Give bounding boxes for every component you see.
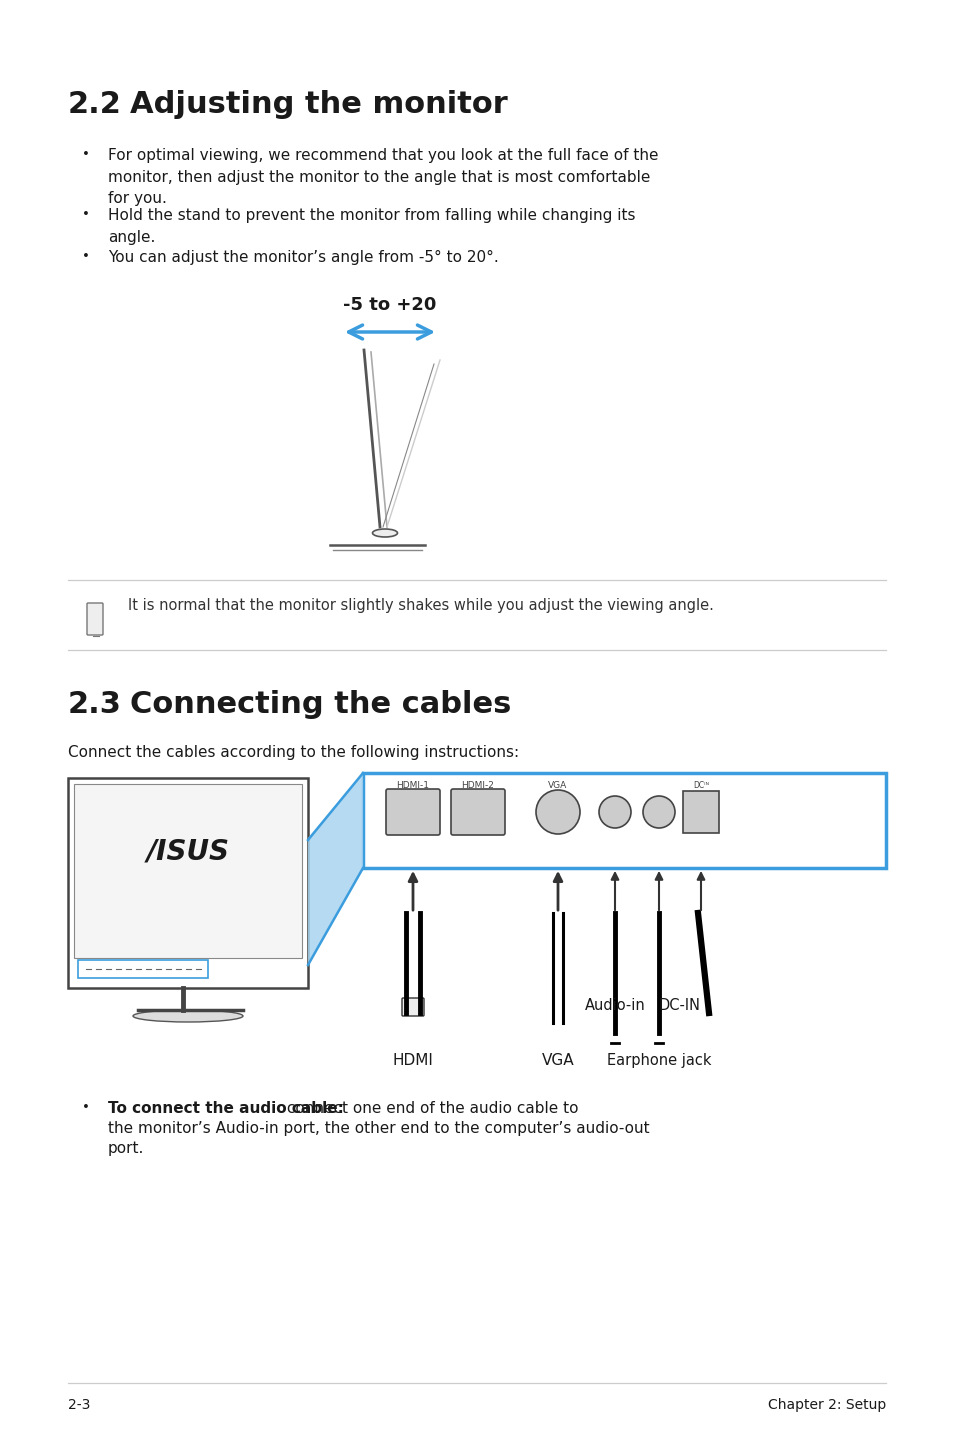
Text: DC-IN: DC-IN [659, 998, 700, 1012]
Text: Chapter 2: Setup: Chapter 2: Setup [767, 1398, 885, 1412]
Text: Earphone jack: Earphone jack [606, 1053, 711, 1068]
Text: 2.3: 2.3 [68, 690, 122, 719]
Text: It is normal that the monitor slightly shakes while you adjust the viewing angle: It is normal that the monitor slightly s… [128, 598, 713, 613]
Ellipse shape [372, 529, 397, 536]
Text: Connecting the cables: Connecting the cables [130, 690, 511, 719]
Text: the monitor’s Audio-in port, the other end to the computer’s audio-out: the monitor’s Audio-in port, the other e… [108, 1122, 649, 1136]
Text: VGA: VGA [548, 781, 567, 789]
Text: Connect the cables according to the following instructions:: Connect the cables according to the foll… [68, 745, 518, 761]
Text: •: • [82, 148, 90, 161]
FancyBboxPatch shape [87, 603, 103, 636]
Text: 2-3: 2-3 [68, 1398, 91, 1412]
Text: For optimal viewing, we recommend that you look at the full face of the
monitor,: For optimal viewing, we recommend that y… [108, 148, 658, 206]
Text: Hold the stand to prevent the monitor from falling while changing its
angle.: Hold the stand to prevent the monitor fr… [108, 209, 635, 244]
Bar [682, 791, 719, 833]
FancyBboxPatch shape [401, 998, 423, 1017]
Text: •: • [82, 250, 90, 263]
Text: •: • [82, 1102, 90, 1114]
Text: connect one end of the audio cable to: connect one end of the audio cable to [282, 1102, 578, 1116]
Text: 2.2: 2.2 [68, 91, 122, 119]
Circle shape [536, 789, 579, 834]
Ellipse shape [132, 1009, 243, 1022]
Bar [68, 778, 308, 988]
Text: You can adjust the monitor’s angle from -5° to 20°.: You can adjust the monitor’s angle from … [108, 250, 498, 265]
Polygon shape [308, 774, 363, 965]
Text: •: • [82, 209, 90, 221]
Text: DCᴵᴺ: DCᴵᴺ [692, 781, 708, 789]
Text: Adjusting the monitor: Adjusting the monitor [130, 91, 507, 119]
Text: /ISUS: /ISUS [147, 837, 230, 866]
Text: HDMI-1: HDMI-1 [396, 781, 429, 789]
Circle shape [598, 797, 630, 828]
Text: To connect the audio cable:: To connect the audio cable: [108, 1102, 343, 1116]
Text: HDMI: HDMI [392, 1053, 433, 1068]
FancyBboxPatch shape [451, 789, 504, 835]
FancyBboxPatch shape [386, 789, 439, 835]
Text: VGA: VGA [541, 1053, 574, 1068]
Text: HDMI-2: HDMI-2 [461, 781, 494, 789]
Bar [74, 784, 302, 958]
Bar [78, 961, 208, 978]
Text: port.: port. [108, 1140, 144, 1156]
Bar [363, 774, 885, 869]
Text: Audio-in: Audio-in [584, 998, 644, 1012]
Circle shape [642, 797, 675, 828]
Text: -5 to +20: -5 to +20 [343, 296, 436, 313]
